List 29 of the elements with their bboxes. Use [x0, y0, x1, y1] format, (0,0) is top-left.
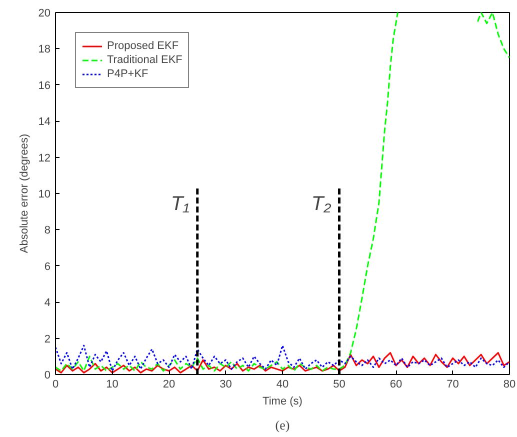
- x-tick-label: 20: [162, 378, 176, 390]
- y-tick-label: 4: [44, 297, 51, 310]
- y-tick-label: 14: [38, 116, 51, 128]
- y-axis-title: Absolute error (degrees): [18, 134, 30, 254]
- y-tick-label: 6: [44, 260, 51, 273]
- line-series: [56, 344, 510, 372]
- x-tick-label: 80: [503, 378, 516, 390]
- x-tick-label: 50: [333, 378, 346, 390]
- y-tick-label: 12: [38, 152, 51, 164]
- y-tick-label: 8: [44, 224, 51, 237]
- x-tick-label: 0: [52, 378, 59, 390]
- legend-label: Proposed EKF: [107, 39, 179, 53]
- ref-line-label: T₁: [170, 193, 190, 216]
- legend-label: Traditional EKF: [107, 53, 182, 67]
- ref-line-label: T₂: [311, 193, 332, 216]
- y-tick-label: 18: [38, 44, 51, 56]
- y-tick-label: 0: [44, 370, 51, 382]
- x-tick-label: 10: [106, 378, 118, 390]
- y-tick-label: 16: [38, 80, 51, 92]
- x-tick-label: 30: [220, 378, 232, 390]
- y-tick-label: 10: [38, 188, 51, 200]
- x-axis-title: Time (s): [262, 396, 302, 408]
- x-tick-label: 60: [390, 378, 402, 390]
- x-tick-label: 70: [446, 378, 459, 390]
- x-tick-label: 40: [276, 378, 289, 390]
- y-tick-label: 2: [44, 333, 51, 346]
- text: (e): [275, 418, 290, 432]
- legend-label: P4P+KF: [107, 67, 148, 81]
- y-tick-label: 20: [38, 8, 51, 20]
